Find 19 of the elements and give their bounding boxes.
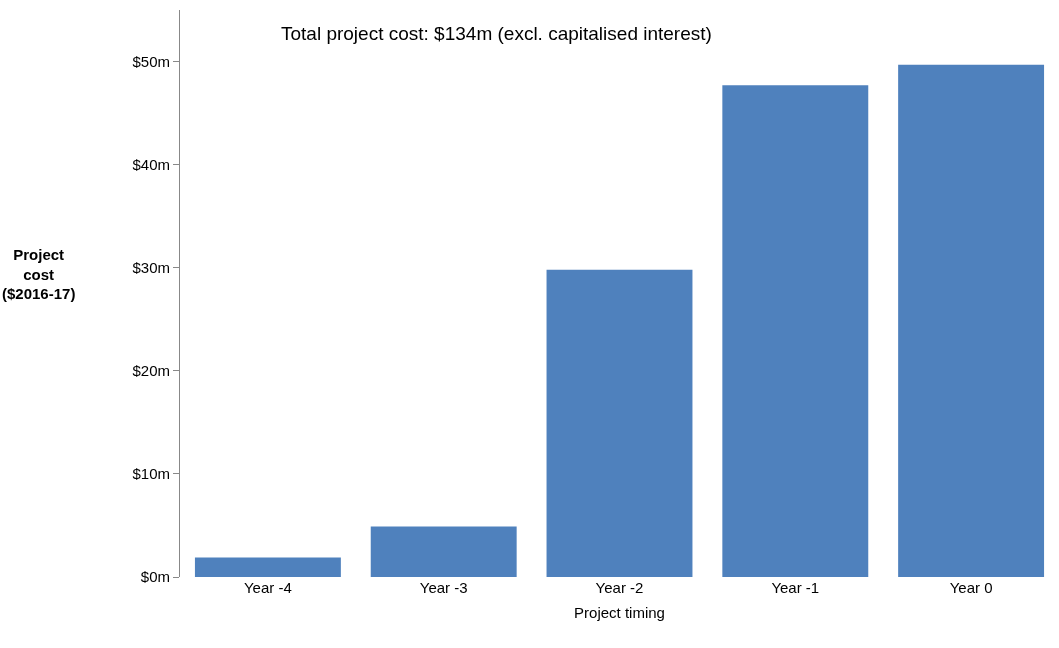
x-tick-label: Year -2 <box>595 579 644 596</box>
y-tick-label: $0m <box>140 568 170 586</box>
bar <box>194 557 341 577</box>
x-tick-label: Year -1 <box>771 579 820 596</box>
bar <box>898 64 1045 577</box>
y-tick-label: $20m <box>132 362 170 380</box>
y-tick-label: $50m <box>132 52 170 70</box>
y-tick-label: $30m <box>132 258 170 276</box>
x-tick-label: Year 0 <box>949 579 993 596</box>
y-tick-label: $40m <box>132 155 170 173</box>
y-tick-label: $10m <box>132 465 170 483</box>
bar <box>722 85 869 577</box>
x-tick-label: Year -4 <box>243 579 292 596</box>
x-tick-label: Year -3 <box>419 579 468 596</box>
bar <box>370 526 517 577</box>
annotation: Total project cost: $134m (excl. capitalised interest) <box>281 23 712 44</box>
x-axis-title: Project timing <box>574 604 665 621</box>
bar <box>546 269 693 577</box>
y-axis-title: Project cost ($2016-17) <box>2 246 76 302</box>
